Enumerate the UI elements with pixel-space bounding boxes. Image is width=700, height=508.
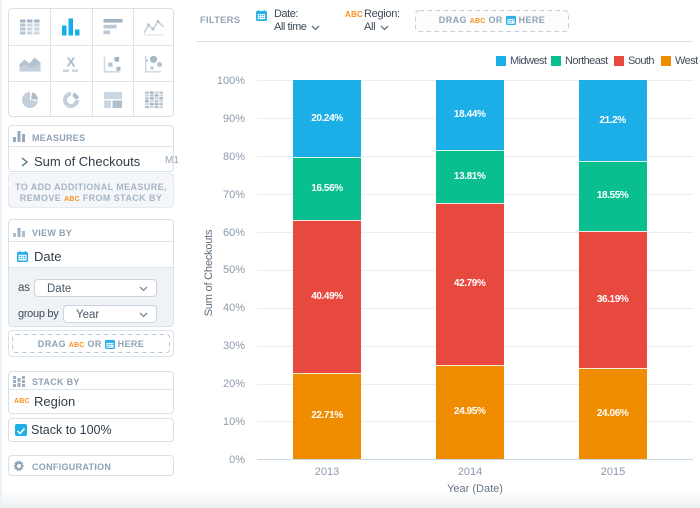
svg-text:X: X (67, 55, 76, 69)
